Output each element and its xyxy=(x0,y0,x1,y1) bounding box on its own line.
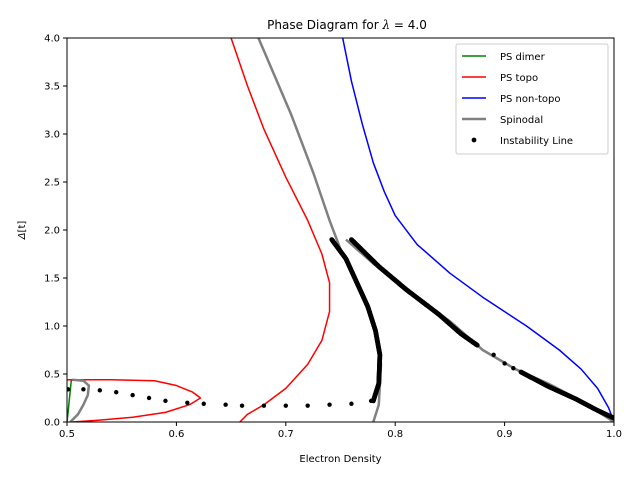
series-ps-topo-line xyxy=(67,379,202,422)
series-instability-line-point xyxy=(130,392,135,398)
legend-label-ps-non-topo: PS non-topo xyxy=(500,94,560,105)
x-axis-label: Electron Density xyxy=(299,454,381,465)
series-instability-line-point xyxy=(239,403,245,408)
y-tick-label: 2.5 xyxy=(44,178,60,189)
legend-box xyxy=(455,43,609,155)
series-instability-line-point xyxy=(67,387,71,392)
y-axis: 0.0 0.5 1.0 1.5 2.0 2.5 3.0 3.5 4.0 xyxy=(44,34,67,429)
x-tick-label: 0.5 xyxy=(59,429,75,440)
x-axis: 0.5 0.6 0.7 0.8 0.9 1.0 xyxy=(59,422,622,440)
legend-label-instability-line: Instability Line xyxy=(500,136,573,147)
x-tick-label: 0.7 xyxy=(278,429,294,440)
legend-marker-instability-line xyxy=(471,137,477,143)
x-tick-label: 1.0 xyxy=(606,429,622,440)
series-instability-line-point xyxy=(611,415,614,421)
y-axis-label: Δ[t] xyxy=(17,221,28,241)
chart-title-suffix: = 4.0 xyxy=(390,18,427,32)
legend-label-ps-dimer: PS dimer xyxy=(500,52,546,63)
y-tick-label: 0.5 xyxy=(44,370,60,381)
legend-label-ps-topo: PS topo xyxy=(500,73,538,84)
chart-title-symbol: λ xyxy=(381,18,390,32)
series-ps-non-topo-line xyxy=(341,38,614,422)
series-instability-line-point xyxy=(114,390,119,395)
y-axis-label-symbol: Δ xyxy=(17,232,28,240)
series-instability-line-point xyxy=(329,237,335,243)
y-tick-label: 2.0 xyxy=(44,226,60,237)
series-spinodal-line xyxy=(69,378,91,422)
legend-label-spinodal: Spinodal xyxy=(500,115,543,126)
x-tick-label: 0.9 xyxy=(497,429,513,440)
y-tick-label: 1.0 xyxy=(44,322,60,333)
chart-title-prefix: Phase Diagram for xyxy=(267,18,382,32)
x-tick-label: 0.6 xyxy=(168,429,184,440)
series-instability-line-point xyxy=(491,352,496,357)
series-instability-line-point xyxy=(474,342,480,348)
series-instability-line-point xyxy=(146,395,152,401)
series-spinodal-line xyxy=(257,38,383,422)
x-tick-label: 0.8 xyxy=(387,429,403,440)
series-instability-line-point xyxy=(327,402,332,407)
series-instability-line-point xyxy=(201,401,206,406)
y-tick-label: 4.0 xyxy=(44,34,60,45)
series-instability-line-point xyxy=(261,403,267,408)
series-spinodal-line xyxy=(345,238,614,422)
series-instability-line-point xyxy=(305,403,310,408)
series-ps-dimer-line xyxy=(67,379,73,422)
y-axis-label-unit: [t] xyxy=(17,221,28,233)
y-tick-label: 1.5 xyxy=(44,274,60,285)
chart-title: Phase Diagram for λ = 4.0 xyxy=(267,18,427,32)
series-ps-topo-line xyxy=(230,38,331,422)
series-instability-line-point xyxy=(511,366,516,371)
series-instability-line-point xyxy=(163,398,168,404)
series-layer xyxy=(67,38,614,422)
series-instability-line-point xyxy=(223,402,228,407)
y-tick-label: 3.0 xyxy=(44,130,60,141)
y-tick-label: 3.5 xyxy=(44,82,60,93)
series-instability-line-point xyxy=(283,403,288,408)
series-instability-line-point xyxy=(502,361,507,366)
series-instability-line-point xyxy=(81,387,86,392)
legend: PS dimer PS topo PS non-topo Spinodal Instab… xyxy=(455,43,609,155)
y-tick-label: 0.0 xyxy=(44,418,60,429)
series-instability-line-point xyxy=(185,400,190,405)
series-instability-line-point xyxy=(97,388,103,393)
series-instability-line-point xyxy=(349,401,354,406)
